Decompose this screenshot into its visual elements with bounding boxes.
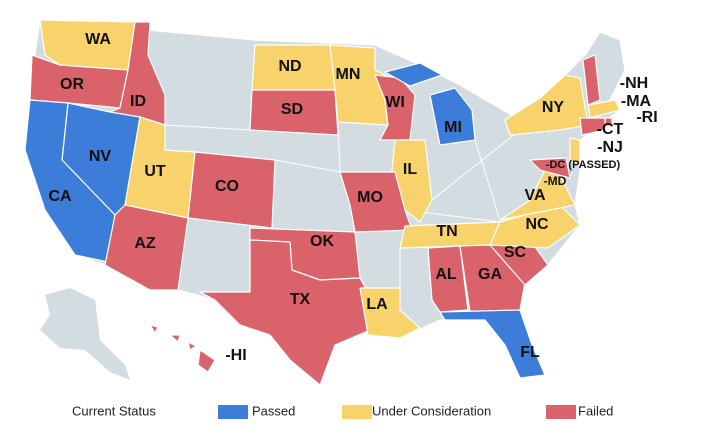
alaska — [40, 288, 130, 380]
state — [529, 157, 571, 179]
state-label: FL — [520, 344, 540, 361]
state-label: WA — [85, 31, 111, 48]
state — [391, 139, 433, 223]
legend-label: Under Consideration — [372, 403, 491, 418]
state-label: CO — [215, 178, 239, 195]
legend-swatch — [218, 405, 248, 419]
state-label: AL — [435, 266, 457, 283]
state — [187, 341, 197, 351]
state-label: OR — [60, 76, 84, 93]
state-label: WI — [385, 94, 405, 111]
state-label: NC — [525, 216, 549, 233]
state-label: NY — [542, 99, 565, 116]
state-label: SC — [504, 244, 527, 261]
legend: Current Status Passed Under Consideration… — [72, 403, 613, 419]
labels: WA OR ID NV CA UT AZ CO ND SD MN WI MI IL MO OK TX LA TN AL… — [48, 31, 657, 364]
state-label: -NJ — [597, 139, 623, 156]
state-label: LA — [366, 296, 388, 313]
state-label: ID — [130, 93, 146, 110]
state — [199, 239, 373, 386]
state-label: ND — [278, 58, 301, 75]
state-label: -MA — [621, 93, 652, 110]
state — [429, 87, 476, 146]
state-label: UT — [144, 163, 166, 180]
legend-swatch — [546, 405, 576, 419]
legend-label: Failed — [578, 403, 613, 418]
state-label: IL — [403, 161, 417, 178]
state-label: NV — [89, 148, 112, 165]
state-label: OK — [310, 233, 334, 250]
state-label: -DC (PASSED) — [546, 159, 621, 171]
state — [587, 99, 621, 119]
state-label: AZ — [134, 235, 156, 252]
state-label: -HI — [225, 347, 246, 364]
state-label: -CT — [597, 121, 624, 138]
state — [459, 244, 526, 313]
state-label: -RI — [636, 109, 657, 126]
state-label: GA — [478, 266, 502, 283]
state — [582, 54, 601, 106]
states — [24, 19, 621, 386]
state — [169, 334, 181, 343]
state-label: CA — [48, 188, 72, 205]
state-label: MI — [444, 119, 462, 136]
state-label: MO — [357, 189, 383, 206]
state-label: MN — [336, 66, 361, 83]
state-label: VA — [524, 187, 545, 204]
state — [504, 74, 589, 136]
state — [439, 309, 546, 379]
state — [384, 62, 443, 87]
legend-swatch — [342, 405, 372, 419]
state — [427, 245, 469, 313]
state-label: SD — [281, 101, 303, 118]
state — [149, 324, 159, 334]
state-label: TX — [290, 291, 311, 308]
state-label: -MD — [544, 174, 567, 188]
state-label: -NH — [620, 75, 648, 92]
state — [249, 89, 339, 136]
state — [569, 137, 581, 166]
legend-label: Passed — [252, 403, 295, 418]
state — [579, 117, 606, 136]
state — [187, 151, 276, 229]
state-label: TN — [436, 223, 457, 240]
state — [197, 349, 216, 373]
legend-title: Current Status — [72, 403, 156, 418]
state — [359, 287, 421, 339]
